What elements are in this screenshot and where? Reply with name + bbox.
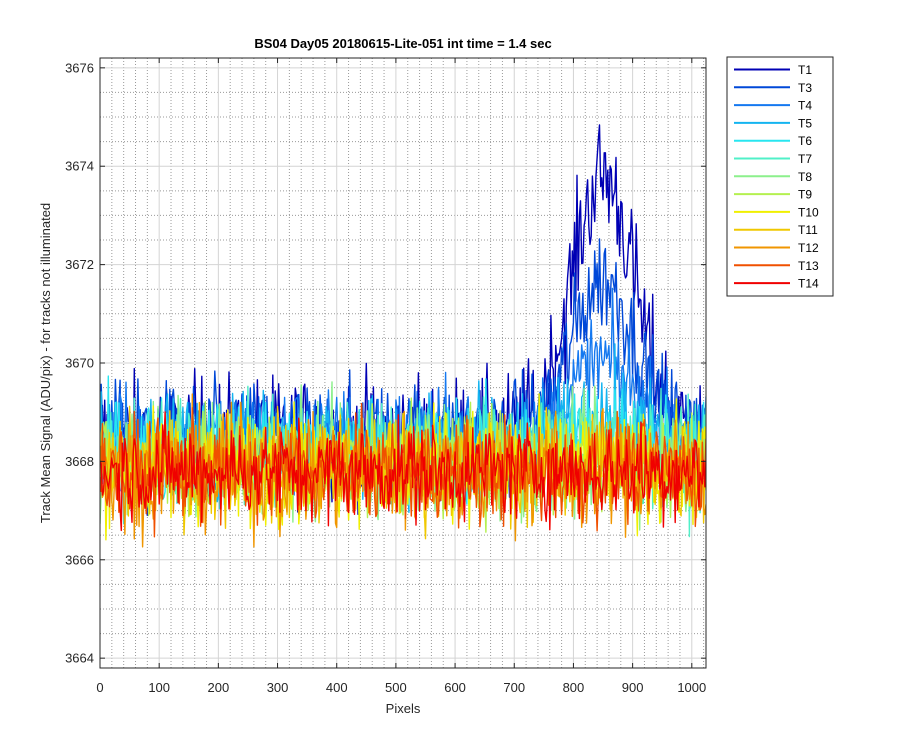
legend-label-t6: T6 <box>798 134 812 148</box>
minor-grid <box>100 58 706 668</box>
legend: T1 T3 T4 T5 T6 T7 T8 T9 T10 T11 T12 T13 T14 <box>726 56 834 297</box>
x-tick-label: 1000 <box>677 680 706 695</box>
x-tick-label: 400 <box>326 680 348 695</box>
legend-label-t5: T5 <box>798 116 812 130</box>
legend-label-t11: T11 <box>798 223 818 237</box>
y-tick-label: 3670 <box>65 356 94 371</box>
x-axis: 0 100 200 300 400 500 600 700 800 900 1000 <box>96 58 706 695</box>
x-tick-label: 900 <box>622 680 644 695</box>
legend-label-t9: T9 <box>798 188 812 202</box>
legend-label-t13: T13 <box>798 259 819 273</box>
y-tick-label: 3664 <box>65 651 94 666</box>
legend-label-t1: T1 <box>798 63 812 77</box>
legend-label-t12: T12 <box>798 241 819 255</box>
x-tick-label: 600 <box>444 680 466 695</box>
x-tick-label: 700 <box>503 680 525 695</box>
x-axis-label: Pixels <box>386 701 421 716</box>
legend-label-t8: T8 <box>798 170 812 184</box>
series-layer <box>100 124 706 548</box>
legend-label-t4: T4 <box>798 99 812 113</box>
x-tick-label: 300 <box>267 680 289 695</box>
y-tick-label: 3666 <box>65 552 94 567</box>
y-tick-label: 3672 <box>65 257 94 272</box>
legend-label-t7: T7 <box>798 152 812 166</box>
x-tick-label: 100 <box>148 680 170 695</box>
y-axis: 3664 3666 3668 3670 3672 3674 3676 <box>65 60 706 666</box>
legend-label-t14: T14 <box>798 277 819 291</box>
y-tick-label: 3674 <box>65 159 94 174</box>
series-line-t14 <box>100 411 706 532</box>
x-tick-label: 800 <box>563 680 585 695</box>
y-tick-label: 3668 <box>65 454 94 469</box>
y-tick-label: 3676 <box>65 60 94 75</box>
y-axis-label: Track Mean Signal (ADU/pix) - for tracks… <box>38 203 53 523</box>
legend-label-t3: T3 <box>798 81 812 95</box>
x-tick-label: 500 <box>385 680 407 695</box>
chart-title: BS04 Day05 20180615-Lite-051 int time = … <box>254 36 551 51</box>
x-tick-label: 0 <box>96 680 103 695</box>
legend-label-t10: T10 <box>798 205 819 219</box>
x-tick-label: 200 <box>208 680 230 695</box>
